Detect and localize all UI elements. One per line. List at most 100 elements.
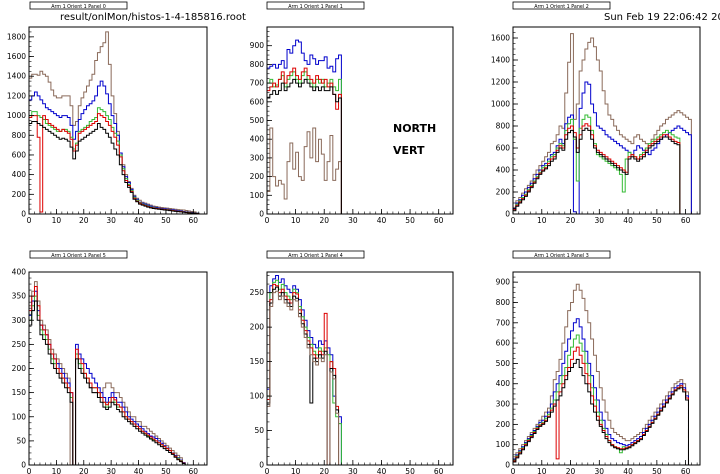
panel-title-box: Arm 1 Orient 1 Panel 2 [512,1,611,10]
y-tick-label: 600 [496,339,511,348]
x-tick-label: 10 [537,216,547,225]
x-tick-label: 40 [623,467,633,474]
y-tick-label: 800 [496,298,511,307]
y-tick-label: 100 [250,392,265,401]
series-blue-line [28,290,188,466]
panel-title: Arm 1 Orient 1 Panel 5 [51,253,106,259]
y-tick-label: 600 [496,144,511,153]
x-tick-label: 0 [27,216,32,225]
y-tick-label: 600 [250,97,265,106]
panel-title: Arm 1 Orient 1 Panel 4 [288,253,343,259]
plot-frame [512,26,701,215]
series-blue-line [512,318,695,466]
y-tick-label: 250 [250,288,265,297]
y-tick-label: 500 [250,116,265,125]
y-tick-label: 100 [250,191,265,200]
x-tick-label: 10 [537,467,547,474]
x-tick-label: 10 [291,216,301,225]
panel-2: Arm 1 Orient 1 Panel 20 10 20 30 40 50 6002004… [491,1,701,225]
y-tick-label: 400 [12,170,27,179]
x-tick-label: 20 [319,216,329,225]
series-brown-line [28,281,188,466]
y-tick-label: 800 [250,60,265,69]
series-red-line [28,285,188,466]
series-red-line [266,283,348,466]
series-black-line [512,358,695,466]
series-brown-line [28,31,205,215]
x-tick-label: 50 [161,216,171,225]
x-tick-label: 50 [161,467,171,474]
file-path-label: result/onlMon/histos-1-4-185816.root [60,12,246,23]
series-black-line [28,300,188,466]
x-tick-label: 50 [652,467,662,474]
y-tick-label: 900 [250,41,265,50]
x-tick-label: 20 [79,216,89,225]
panel-title: Arm 1 Orient 1 Panel 0 [51,4,106,10]
series-blue-line [266,39,342,214]
y-tick-label: 150 [250,357,265,366]
series-green-line [28,295,188,466]
timestamp-label: Sun Feb 19 22:06:42 2006 [604,12,720,23]
series-brown-line [266,290,348,466]
y-tick-label: 700 [496,318,511,327]
y-tick-label: 1000 [491,100,510,109]
x-tick-label: 20 [566,467,576,474]
x-tick-label: 60 [681,467,691,474]
x-tick-label: 30 [348,467,358,474]
x-tick-label: 20 [79,467,89,474]
y-tick-label: 0 [505,461,510,470]
plot-frame [266,271,454,466]
x-tick-label: 0 [27,467,32,474]
x-tick-label: 60 [681,216,691,225]
series-black-line [512,127,686,215]
y-tick-label: 400 [496,379,511,388]
y-tick-label: 0 [259,210,264,219]
y-tick-label: 1400 [491,56,510,65]
y-tick-label: 200 [12,190,27,199]
y-tick-label: 500 [496,359,511,368]
y-tick-label: 1600 [491,34,510,43]
panel-4: Arm 1 Orient 1 Panel 4 0 10 20 30 40 50 60 0 50 10… [250,250,454,474]
panel-3: Arm 1 Orient 1 Panel 5 0 10 20 30 40 50 60 0 50 10… [12,250,208,474]
x-tick-label: 40 [377,216,387,225]
panel-0: Arm 1 Orient 1 Panel 00 10 20 30 40 50 6002004… [7,1,208,225]
x-tick-label: 50 [405,216,415,225]
y-tick-label: 200 [496,188,511,197]
y-tick-label: 200 [250,323,265,332]
panel-title-box: Arm 1 Orient 1 Panel 0 [29,1,128,10]
series-brown-line [512,33,698,215]
panel-title: Arm 1 Orient 1 Panel 1 [288,4,343,10]
x-tick-label: 60 [189,216,199,225]
y-tick-label: 50 [254,426,264,435]
x-tick-label: 40 [134,216,144,225]
y-tick-label: 250 [12,340,27,349]
x-tick-label: 0 [265,467,270,474]
y-tick-label: 0 [505,210,510,219]
y-tick-label: 200 [496,420,511,429]
y-tick-label: 0 [259,461,264,470]
x-tick-label: 20 [566,216,576,225]
y-tick-label: 400 [12,268,27,277]
series-black-line [266,78,342,214]
series-brown-line [512,283,695,466]
y-tick-label: 50 [16,436,26,445]
y-tick-label: 1200 [491,78,510,87]
series-brown-line [266,127,342,214]
y-tick-label: 1000 [7,111,26,120]
x-tick-label: 40 [623,216,633,225]
annotation-vert: VERT [393,144,425,157]
x-tick-label: 30 [595,467,605,474]
panel-title: Arm 1 Orient 1 Panel 3 [534,253,589,259]
x-tick-label: 30 [348,216,358,225]
y-tick-label: 300 [12,316,27,325]
x-tick-label: 60 [189,467,199,474]
y-tick-label: 200 [250,172,265,181]
y-tick-label: 600 [12,150,27,159]
y-tick-label: 100 [12,412,27,421]
x-tick-label: 60 [434,467,444,474]
panel-title-box: Arm 1 Orient 1 Panel 5 [29,250,128,259]
series-blue-line [28,80,205,215]
x-tick-label: 0 [511,216,516,225]
x-tick-label: 50 [405,467,415,474]
